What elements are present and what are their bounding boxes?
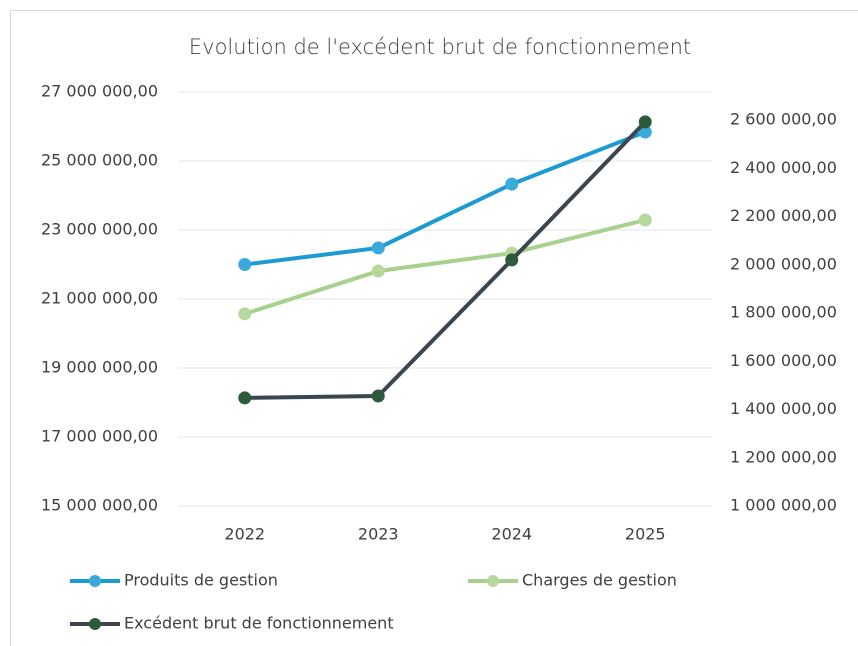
point-marker: [238, 258, 252, 271]
y2-tick-label: 1 000 000,00: [730, 496, 837, 515]
y2-tick-label: 1 200 000,00: [730, 447, 837, 466]
legend-label: Produits de gestion: [124, 571, 278, 590]
chart-title: Evolution de l'excédent brut de fonction…: [189, 35, 691, 59]
point-marker: [638, 213, 652, 227]
point-marker: [371, 241, 385, 255]
series-line: [244, 130, 646, 267]
point-marker: [638, 115, 652, 129]
y-tick-label: 17 000 000,00: [41, 427, 158, 446]
y-tick-label: 19 000 000,00: [41, 358, 158, 377]
point-marker: [505, 253, 519, 267]
y2-tick-label: 1 800 000,00: [730, 303, 837, 322]
y2-tick-label: 1 600 000,00: [730, 351, 837, 370]
y2-tick-label: 2 200 000,00: [730, 206, 837, 225]
y-tick-label: 27 000 000,00: [41, 82, 158, 101]
y2-tick-label: 2 400 000,00: [730, 158, 837, 177]
chart-frame: [10, 10, 858, 646]
series-line: [244, 218, 646, 316]
point-marker: [505, 177, 519, 191]
x-tick-label: 2023: [358, 525, 399, 544]
y2-tick-label: 1 400 000,00: [730, 399, 837, 418]
legend-marker: [89, 618, 101, 630]
legend-marker: [487, 575, 499, 587]
legend-label: Excédent brut de fonctionnement: [124, 614, 394, 633]
x-tick-label: 2025: [625, 525, 666, 544]
point-marker: [238, 307, 252, 321]
y-tick-label: 23 000 000,00: [41, 220, 158, 239]
y-tick-label: 15 000 000,00: [41, 496, 158, 515]
series-line: [244, 120, 647, 400]
point-marker: [371, 264, 385, 278]
legend-marker: [89, 575, 101, 587]
y2-tick-label: 2 000 000,00: [730, 254, 837, 273]
legend-label: Charges de gestion: [522, 571, 677, 590]
point-marker: [371, 389, 385, 403]
x-tick-label: 2022: [224, 525, 265, 544]
x-tick-label: 2024: [491, 525, 532, 544]
y2-tick-label: 2 600 000,00: [730, 110, 837, 129]
y-tick-label: 25 000 000,00: [41, 151, 158, 170]
point-marker: [238, 391, 252, 405]
y-tick-label: 21 000 000,00: [41, 289, 158, 308]
